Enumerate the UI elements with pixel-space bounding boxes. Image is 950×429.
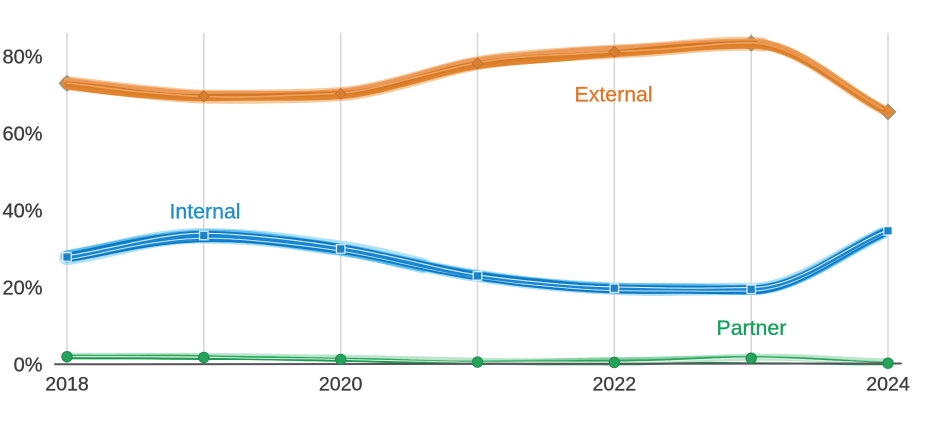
svg-text:2022: 2022 bbox=[593, 374, 637, 396]
svg-text:40%: 40% bbox=[2, 201, 42, 223]
svg-text:External: External bbox=[575, 83, 653, 107]
svg-text:80%: 80% bbox=[2, 47, 42, 69]
svg-text:2024: 2024 bbox=[866, 374, 910, 396]
svg-text:Internal: Internal bbox=[170, 199, 241, 223]
svg-text:60%: 60% bbox=[2, 124, 42, 146]
svg-text:20%: 20% bbox=[2, 278, 42, 300]
svg-text:2018: 2018 bbox=[45, 374, 89, 396]
svg-text:0%: 0% bbox=[14, 355, 43, 377]
svg-text:Partner: Partner bbox=[717, 316, 787, 340]
svg-text:2020: 2020 bbox=[319, 374, 363, 396]
